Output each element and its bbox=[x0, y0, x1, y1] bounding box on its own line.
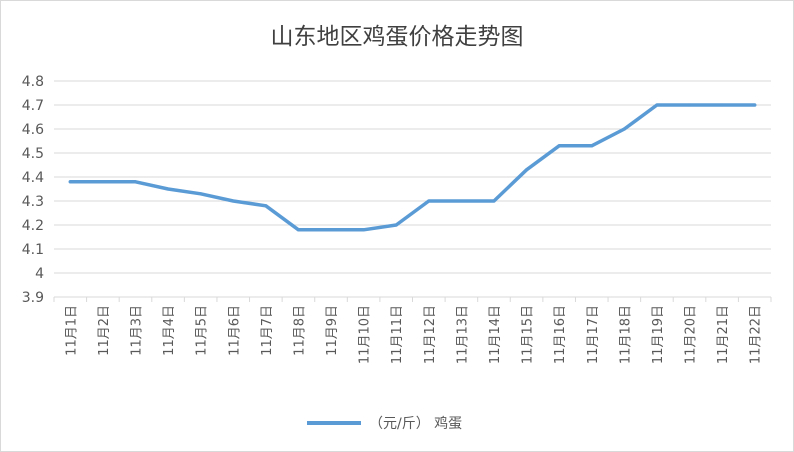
x-tick-label: 11月4日 bbox=[162, 305, 177, 356]
data-point bbox=[427, 199, 431, 203]
x-tick-label: 11月7日 bbox=[260, 305, 275, 356]
data-point bbox=[655, 103, 659, 107]
data-point bbox=[231, 199, 235, 203]
y-tick-label: 4.6 bbox=[22, 122, 44, 138]
x-tick-label: 11月19日 bbox=[651, 305, 666, 364]
x-tick-label: 11月14日 bbox=[488, 305, 503, 364]
data-point bbox=[753, 103, 757, 107]
data-point bbox=[166, 187, 170, 191]
y-tick-label: 4.8 bbox=[22, 74, 44, 90]
x-tick-label: 11月2日 bbox=[97, 305, 112, 356]
x-tick-label: 11月11日 bbox=[390, 305, 405, 364]
y-tick-label: 4.5 bbox=[22, 146, 44, 162]
data-point bbox=[525, 168, 529, 172]
x-tick-label: 11月17日 bbox=[586, 305, 601, 364]
x-tick-label: 11月12日 bbox=[423, 305, 438, 364]
legend-label: （元/斤） 鸡蛋 bbox=[369, 416, 463, 432]
data-point bbox=[459, 199, 463, 203]
data-point bbox=[590, 144, 594, 148]
data-point bbox=[394, 223, 398, 227]
data-point bbox=[296, 228, 300, 232]
y-tick-label: 4 bbox=[35, 266, 44, 282]
x-tick-label: 11月16日 bbox=[553, 305, 568, 364]
x-tick-label: 11月6日 bbox=[227, 305, 242, 356]
y-tick-label: 3.9 bbox=[22, 290, 44, 306]
data-point bbox=[720, 103, 724, 107]
chart-title: 山东地区鸡蛋价格走势图 bbox=[270, 24, 524, 50]
series-line bbox=[68, 103, 757, 232]
data-point bbox=[492, 199, 496, 203]
data-point bbox=[199, 192, 203, 196]
x-tick-label: 11月18日 bbox=[618, 305, 633, 364]
data-point bbox=[688, 103, 692, 107]
data-point bbox=[622, 127, 626, 131]
x-tick-label: 11月22日 bbox=[749, 305, 764, 364]
x-tick-label: 11月21日 bbox=[716, 305, 731, 364]
x-tick-label: 11月3日 bbox=[129, 305, 144, 356]
x-tick-label: 11月13日 bbox=[455, 305, 470, 364]
x-tick-label: 11月10日 bbox=[358, 305, 373, 364]
y-tick-label: 4.7 bbox=[22, 98, 44, 114]
x-tick-label: 11月5日 bbox=[195, 305, 210, 356]
y-tick-label: 4.1 bbox=[22, 242, 44, 258]
y-tick-label: 4.4 bbox=[22, 170, 44, 186]
legend-swatch bbox=[307, 421, 361, 425]
x-tick-label: 11月1日 bbox=[64, 305, 79, 356]
y-tick-label: 4.3 bbox=[22, 194, 44, 210]
data-point bbox=[68, 180, 72, 184]
legend: （元/斤） 鸡蛋 bbox=[307, 413, 462, 433]
data-point bbox=[329, 228, 333, 232]
data-point bbox=[362, 228, 366, 232]
data-point bbox=[133, 180, 137, 184]
x-tick-label: 11月15日 bbox=[521, 305, 536, 364]
x-tick-label: 11月9日 bbox=[325, 305, 340, 356]
x-tick-label: 11月20日 bbox=[684, 305, 699, 364]
data-point bbox=[264, 204, 268, 208]
data-point bbox=[101, 180, 105, 184]
x-tick-label: 11月8日 bbox=[292, 305, 307, 356]
y-tick-label: 4.2 bbox=[22, 218, 44, 234]
data-point bbox=[557, 144, 561, 148]
